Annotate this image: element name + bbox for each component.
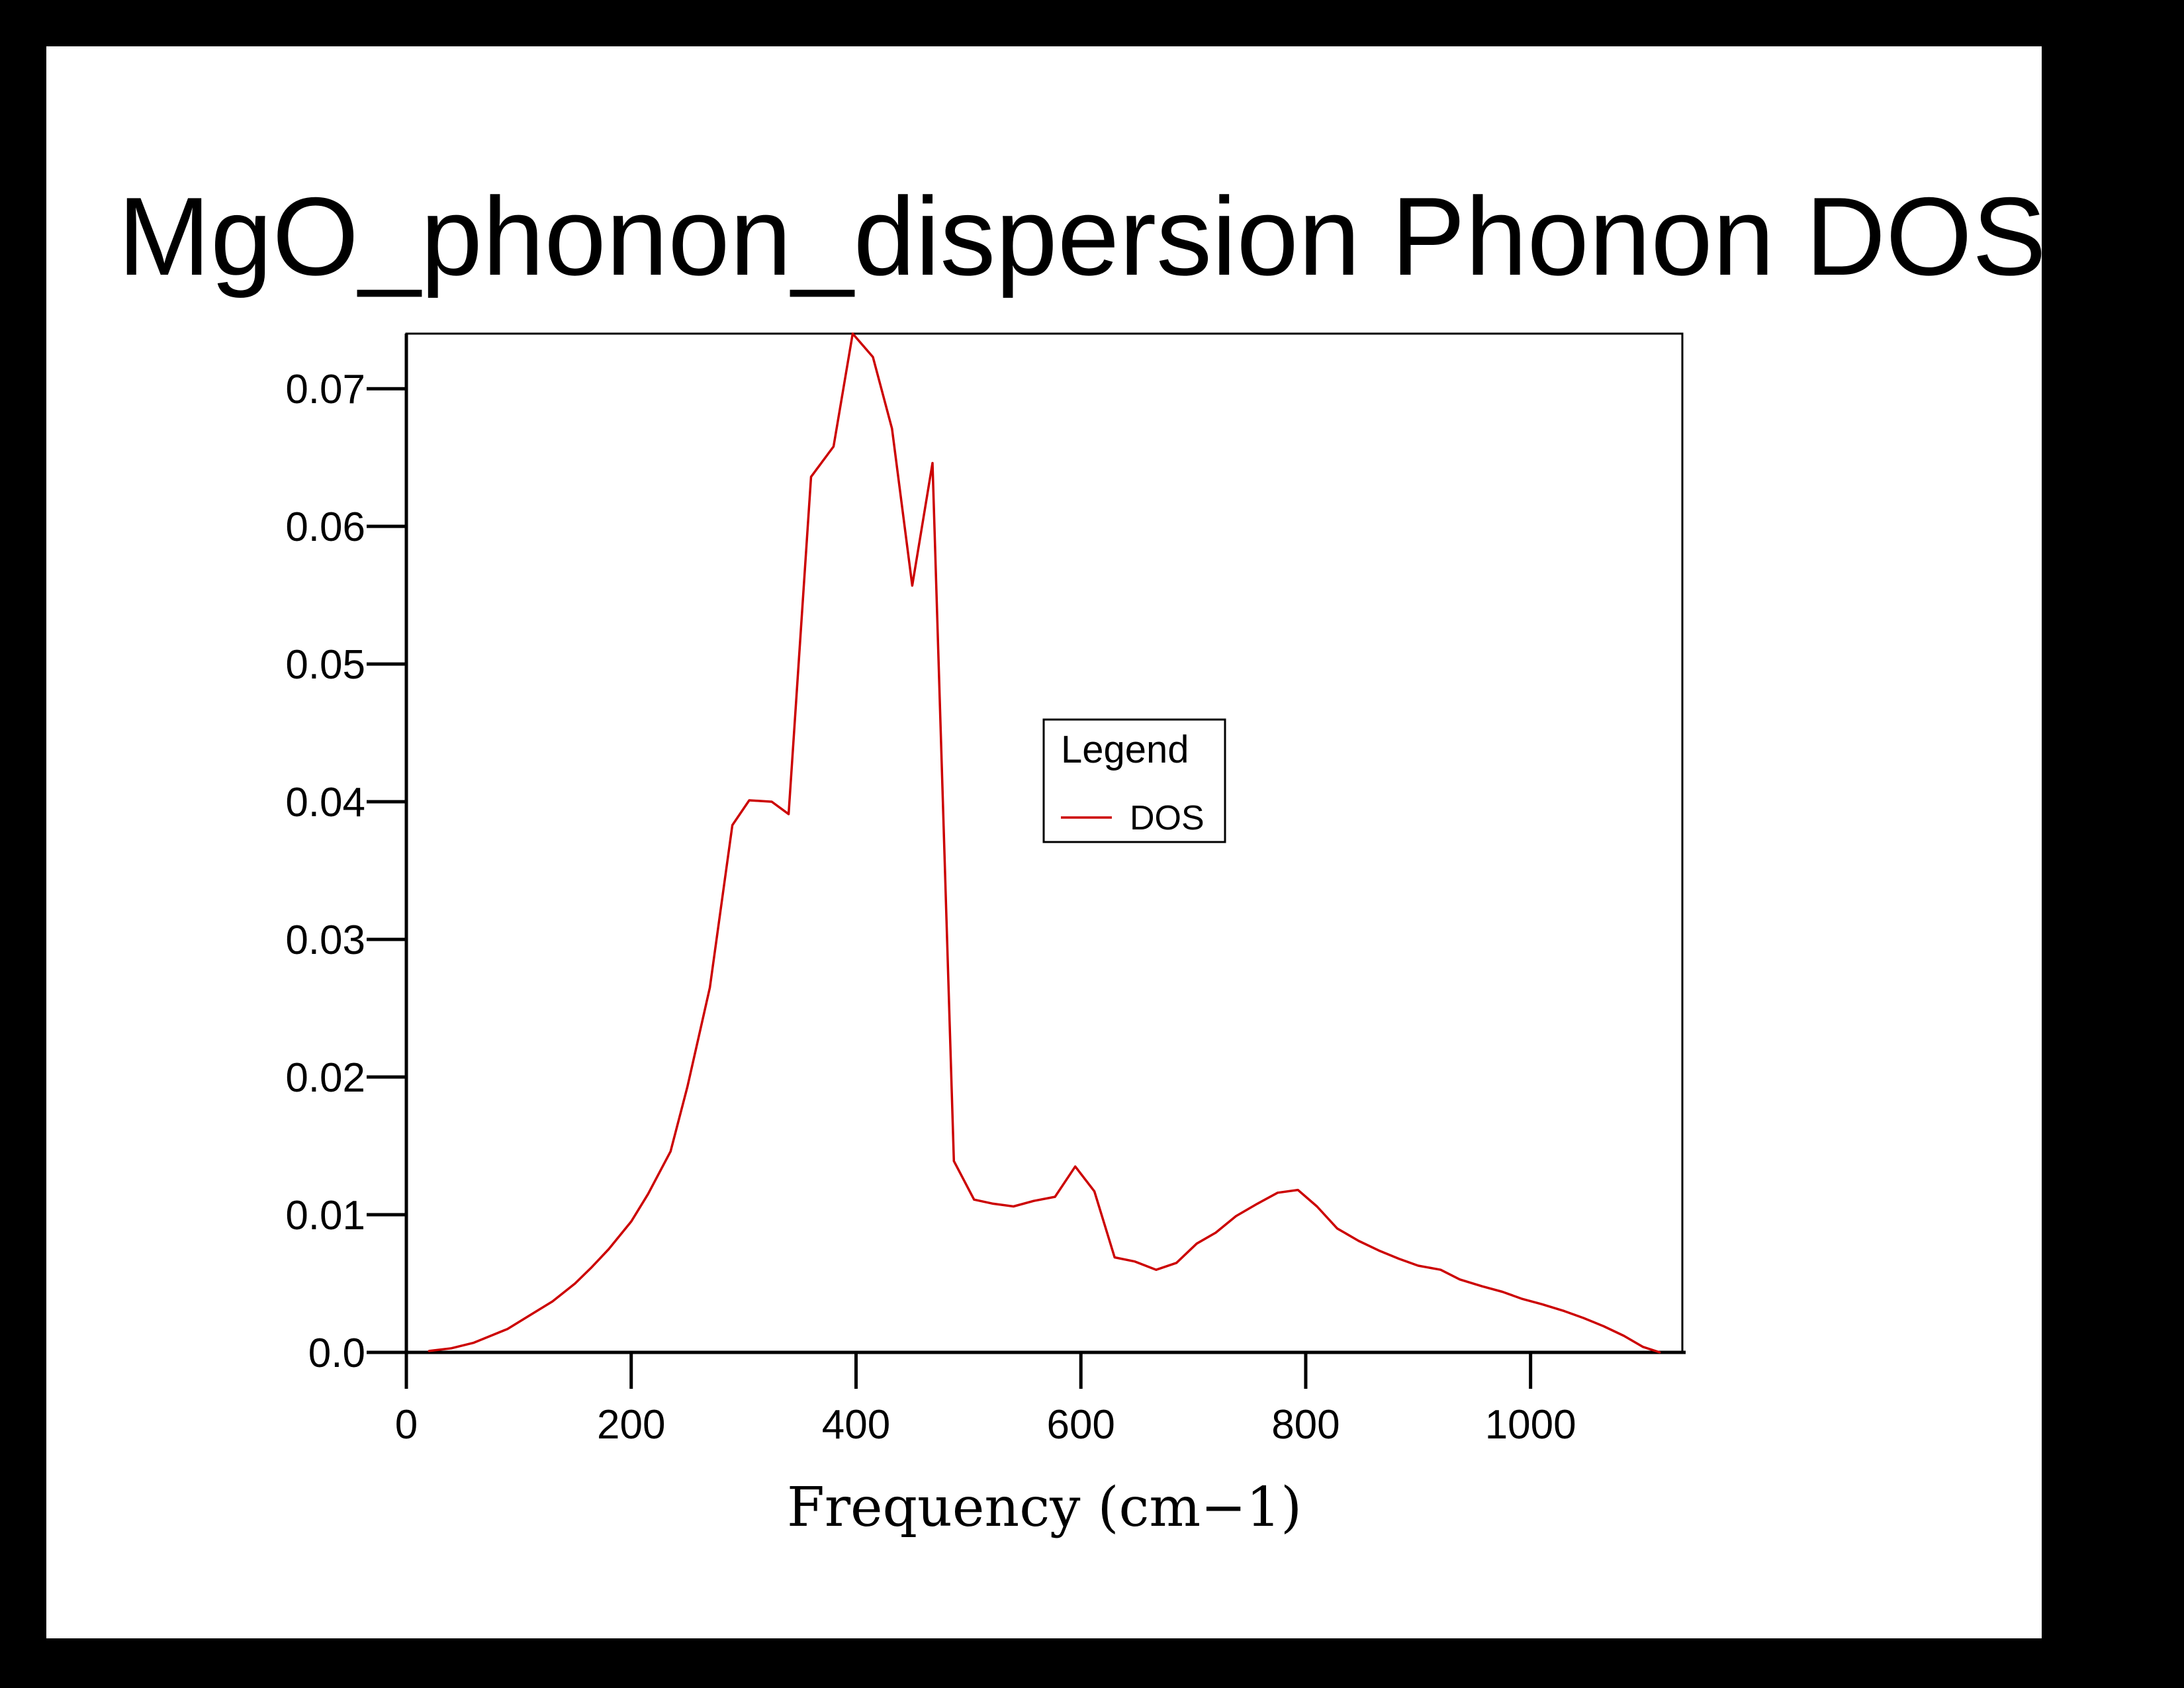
dos-data-point — [992, 1202, 995, 1205]
dos-data-point — [1297, 1189, 1299, 1192]
legend-box — [1042, 718, 1226, 843]
y-tick-label: 0.05 — [285, 642, 365, 688]
y-tick-label: 0.07 — [285, 367, 365, 412]
dos-data-point — [748, 799, 751, 802]
dos-data-point — [647, 1193, 649, 1196]
y-tick-label: 0.02 — [285, 1055, 365, 1101]
dos-data-point — [574, 1282, 576, 1285]
x-tick-label: 1000 — [1485, 1402, 1576, 1448]
dos-data-point — [731, 824, 734, 826]
dos-data-point — [1032, 1199, 1035, 1202]
x-axis: 0 200 400 600 800 1000 — [367, 1350, 1686, 1448]
dos-data-point — [1214, 1231, 1217, 1234]
dos-data-point — [1520, 1297, 1523, 1300]
y-tick-label: 0.03 — [285, 917, 365, 963]
dos-data-point — [1582, 1317, 1584, 1319]
dos-data-point — [1602, 1325, 1605, 1327]
dos-data-point — [590, 1266, 593, 1268]
dos-data-point — [489, 1335, 492, 1337]
dos-data-point — [1357, 1240, 1360, 1242]
dos-data-point — [1398, 1258, 1400, 1260]
dos-data-point — [1642, 1346, 1644, 1348]
dos-data-point — [1256, 1202, 1259, 1205]
dos-data-point — [952, 1160, 955, 1162]
x-tick-label: 200 — [597, 1402, 665, 1448]
dos-data-point — [1377, 1249, 1380, 1252]
y-tick-label: 0.04 — [285, 780, 365, 825]
dos-data-point — [891, 428, 893, 430]
dos-data-point — [1563, 1310, 1566, 1313]
dos-data-point — [1459, 1278, 1461, 1281]
dos-data-point — [1195, 1243, 1198, 1245]
legend: Legend DOS — [1042, 718, 1226, 843]
dos-data-point — [608, 1248, 610, 1250]
dos-data-point — [1277, 1192, 1279, 1194]
dos-series-line — [428, 332, 1661, 1354]
dos-data-point — [1235, 1215, 1238, 1217]
dos-data-point — [1336, 1227, 1338, 1230]
dos-data-point — [851, 332, 854, 335]
dos-data-point — [1417, 1264, 1420, 1267]
legend-dos-label: DOS — [1130, 799, 1205, 837]
y-axis: 0.0 0.01 0.02 0.03 0.04 0.05 0.06 0.07 — [285, 334, 408, 1389]
dos-data-point — [931, 462, 934, 464]
dos-data-point — [872, 355, 874, 358]
y-tick-label: 0.06 — [285, 504, 365, 550]
dos-data-point — [709, 986, 711, 989]
chart-title: MgO_phonon_dispersion Phonon DOS — [118, 174, 2046, 299]
dos-data-point — [450, 1347, 453, 1350]
dos-data-point — [1155, 1268, 1158, 1271]
dos-data-point — [1175, 1262, 1178, 1264]
x-tick-label: 800 — [1271, 1402, 1340, 1448]
dos-data-point — [473, 1341, 475, 1344]
y-tick-label: 0.0 — [308, 1331, 365, 1376]
dos-data-point — [1054, 1196, 1056, 1198]
x-tick-label: 0 — [395, 1402, 418, 1448]
dos-data-point — [1623, 1335, 1625, 1337]
dos-data-point — [1093, 1190, 1096, 1193]
dos-data-point — [630, 1220, 633, 1223]
dos-data-point — [1134, 1260, 1136, 1263]
x-axis-label: Frequency (cm−1) — [787, 1476, 1302, 1539]
dos-data-points — [428, 332, 1661, 1354]
dos-data-point — [1501, 1291, 1504, 1293]
dos-data-point — [973, 1198, 976, 1201]
dos-data-point — [686, 1086, 689, 1088]
dos-data-point — [1481, 1285, 1484, 1288]
dos-data-point — [669, 1150, 672, 1152]
dos-data-point — [1074, 1165, 1077, 1168]
dos-data-point — [506, 1328, 509, 1331]
legend-title: Legend — [1061, 728, 1189, 771]
dos-data-point — [1659, 1351, 1661, 1354]
x-tick-label: 600 — [1046, 1402, 1115, 1448]
dos-data-point — [428, 1350, 430, 1352]
dos-data-point — [1316, 1205, 1318, 1207]
dos-data-point — [1439, 1268, 1442, 1271]
dos-data-point — [788, 813, 790, 816]
dos-data-point — [833, 445, 835, 447]
dos-data-point — [529, 1314, 531, 1317]
dos-data-point — [911, 585, 913, 587]
dos-data-point — [551, 1300, 554, 1303]
dos-data-point — [1113, 1256, 1116, 1258]
y-tick-label: 0.01 — [285, 1193, 365, 1239]
x-tick-label: 400 — [822, 1402, 890, 1448]
dos-data-point — [1541, 1303, 1543, 1305]
dos-data-point — [1012, 1205, 1015, 1207]
dos-data-point — [770, 800, 773, 803]
dos-data-point — [810, 475, 812, 478]
